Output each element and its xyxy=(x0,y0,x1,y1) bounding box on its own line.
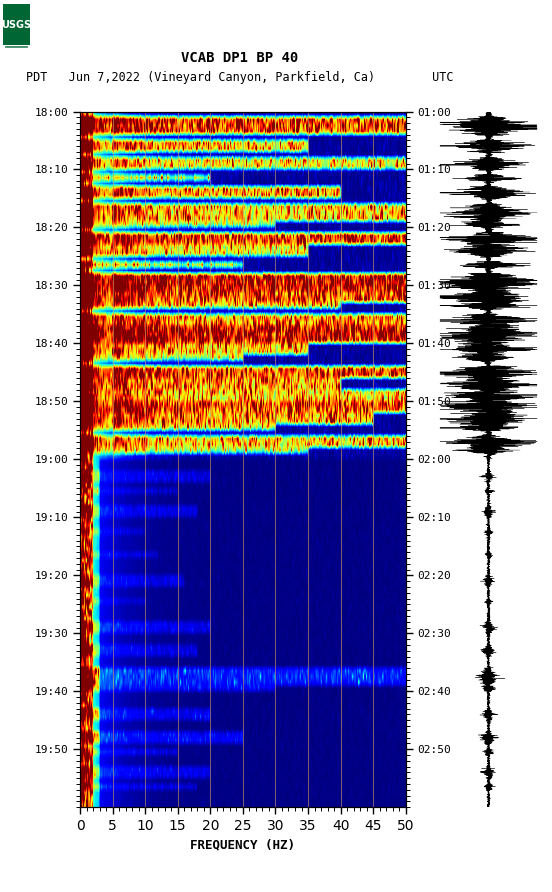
Text: PDT   Jun 7,2022 (Vineyard Canyon, Parkfield, Ca)        UTC: PDT Jun 7,2022 (Vineyard Canyon, Parkfie… xyxy=(26,71,454,84)
Text: USGS: USGS xyxy=(2,20,31,30)
Text: VCAB DP1 BP 40: VCAB DP1 BP 40 xyxy=(182,51,299,65)
Bar xyxy=(3,4,30,45)
X-axis label: FREQUENCY (HZ): FREQUENCY (HZ) xyxy=(190,838,295,852)
